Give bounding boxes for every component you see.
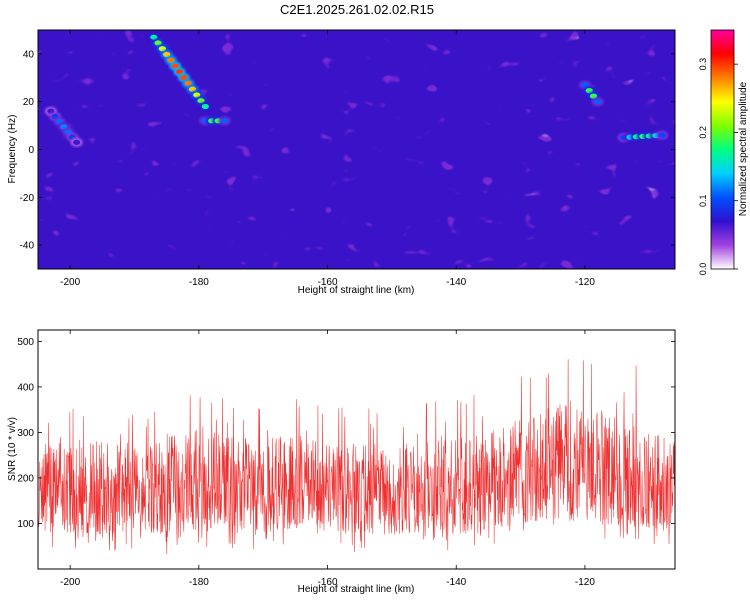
heatmap-feature-blob [163,51,171,58]
heatmap-feature-blob [589,93,598,99]
heatmap-features [44,32,669,147]
heatmap-feature-blob [184,80,192,86]
heatmap-y-axis-label: Frequency (Hz) [7,115,18,184]
x-tick-label: -160 [318,277,338,288]
heatmap-feature-blob [167,57,175,63]
x-tick-label: -120 [575,277,595,288]
y-tick-label: 20 [23,97,35,108]
y-tick-label: 100 [17,519,34,530]
y-tick-label: -40 [20,241,35,252]
heatmap-noise-layer-deep [38,30,675,269]
heatmap-feature-blob [154,40,162,46]
colorbar-tick-label: 0.2 [698,126,708,139]
heatmap-feature-blob [581,82,589,88]
colorbar-tick-label: 0.0 [698,263,708,276]
y-tick-label: -20 [20,193,35,204]
y-tick-label: 0 [28,145,34,156]
x-tick-label: -180 [189,277,209,288]
snr-y-axis-label: SNR (10 * v/v) [7,417,18,481]
snr-x-ticks: -200 -180 -160 -140 -120 [60,330,595,588]
y-tick-label: 400 [17,382,34,393]
x-tick-label: -180 [189,577,209,588]
heatmap-feature-blob [73,139,81,145]
heatmap-y-ticks: -40 -20 0 20 40 [20,49,675,252]
snr-frame [37,329,676,570]
heatmap-feature-blob [594,99,602,105]
x-tick-label: -200 [60,277,80,288]
x-tick-label: -140 [446,277,466,288]
snr-panel: -200 -180 -160 -140 -120 100 200 300 400 500 Hei… [7,329,676,595]
colorbar-tick-label: 0.3 [698,58,708,71]
colorbar-tick-label: 0.1 [698,194,708,207]
snr-background [38,330,675,569]
heatmap-feature-blob [158,46,166,52]
heatmap-x-ticks: -200 -180 -160 -140 -120 [60,30,595,288]
snr-y-ticks: 100 200 300 400 500 [17,337,675,530]
y-tick-label: 40 [23,49,35,60]
heatmap-feature-blob [658,132,666,138]
colorbar-ticks: 0.0 0.1 0.2 0.3 [698,58,738,275]
heatmap-feature-blob [585,87,593,94]
heatmap-feature-blob [197,98,205,104]
colorbar-label: Normalized spectral amplitude [738,81,749,216]
snr-x-axis-label: Height of straight line (km) [298,584,415,595]
heatmap-feature-blob [150,34,158,40]
x-tick-label: -140 [446,577,466,588]
y-tick-label: 300 [17,428,34,439]
x-tick-label: -200 [60,577,80,588]
heatmap-feature-blob [188,86,197,92]
colorbar-scale [710,29,735,270]
heatmap-feature-blob [175,69,184,75]
chart-title: C2E1.2025.261.02.02.R15 [280,2,434,17]
x-tick-label: -120 [575,577,595,588]
heatmap-feature-blob [220,118,229,124]
colorbar: 0.0 0.1 0.2 0.3 Normalized spectral amplitu… [698,29,749,275]
y-tick-label: 500 [17,337,34,348]
y-tick-label: 200 [17,473,34,484]
x-tick-label: -160 [318,577,338,588]
heatmap-feature-blob [193,92,201,98]
heatmap-feature-blob [171,63,179,69]
heatmap-feature-blob [180,75,188,81]
heatmap-x-axis-label: Height of straight line (km) [298,285,415,296]
heatmap-feature-blob [201,103,209,110]
snr-series-line [38,359,675,555]
